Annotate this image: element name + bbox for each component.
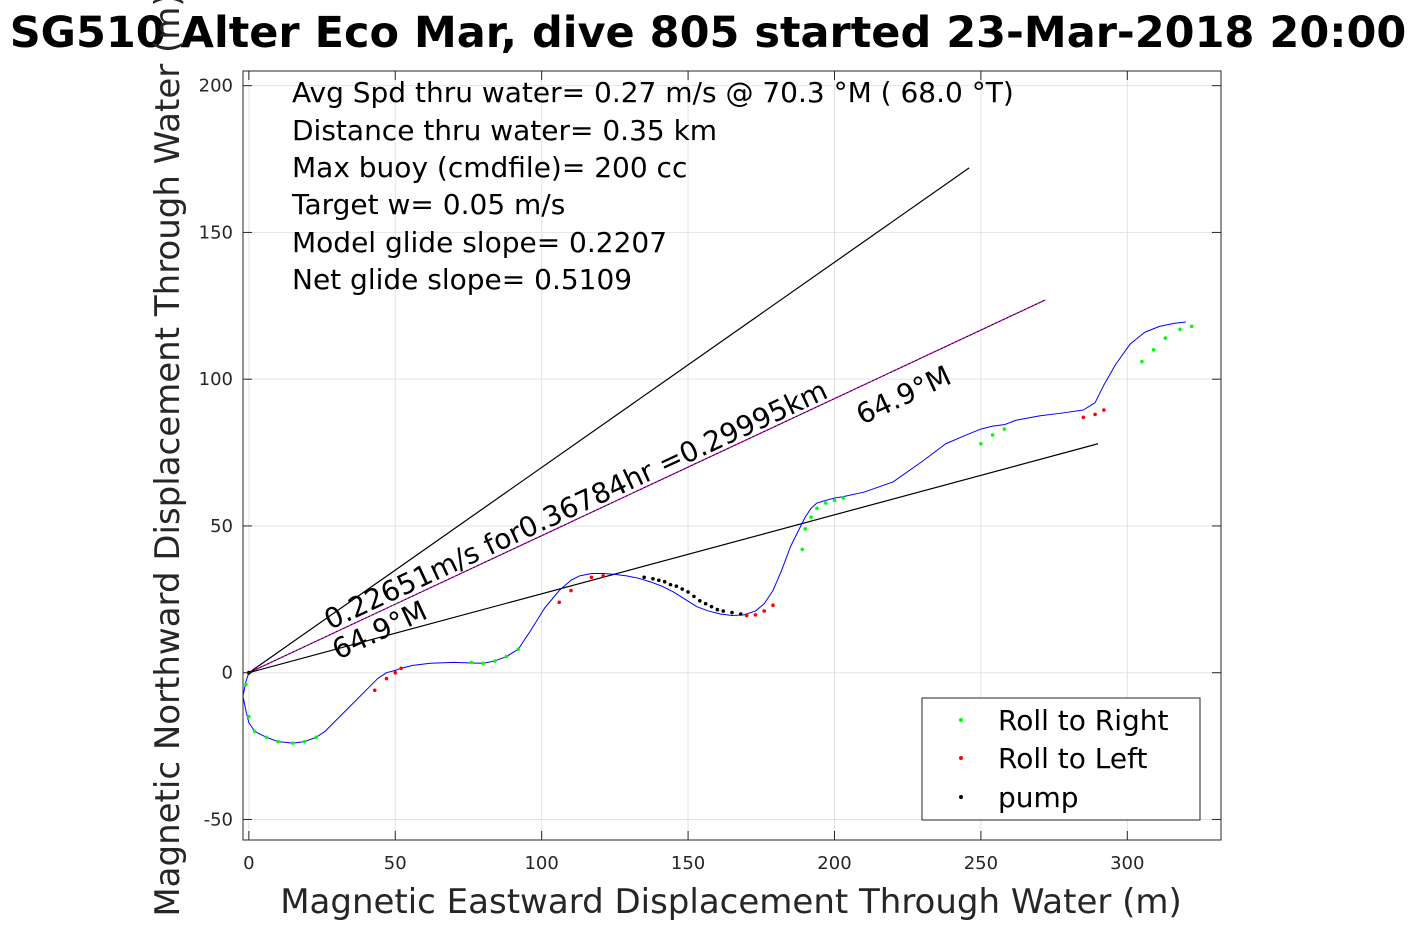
roll-left-point bbox=[569, 588, 573, 593]
roll-left-point bbox=[372, 688, 377, 693]
legend-label-roll-right: Roll to Right bbox=[998, 704, 1169, 737]
roll-left-point bbox=[1093, 412, 1097, 417]
pump-point bbox=[738, 612, 743, 616]
pump-point bbox=[692, 594, 696, 599]
roll-right-point bbox=[803, 527, 808, 531]
roll-right-point bbox=[314, 735, 319, 740]
pump-point bbox=[730, 610, 734, 615]
grid bbox=[243, 71, 1221, 840]
roll-right-point bbox=[1151, 348, 1156, 352]
roll-right-point bbox=[469, 660, 474, 665]
x-tick-label: 300 bbox=[1110, 853, 1144, 874]
roll-right-point bbox=[990, 433, 995, 437]
roll-right-point bbox=[276, 739, 280, 744]
roll-right-point bbox=[800, 547, 805, 552]
roll-left-point bbox=[601, 574, 605, 578]
annotation-target-w: Target w= 0.05 m/s bbox=[291, 188, 565, 221]
x-tick-label: 100 bbox=[524, 853, 558, 874]
legend-box bbox=[921, 697, 1201, 821]
data-layer bbox=[243, 167, 1194, 745]
y-tick-label: 200 bbox=[199, 76, 233, 97]
pump-point bbox=[680, 587, 685, 591]
annotation-model-glide: Model glide slope= 0.2207 bbox=[292, 226, 667, 259]
annotation-avg-speed: Avg Spd thru water= 0.27 m/s @ 70.3 °M (… bbox=[292, 76, 1014, 109]
pump-point bbox=[715, 607, 720, 612]
roll-left-point bbox=[753, 613, 758, 617]
x-tick-label: 150 bbox=[671, 853, 705, 874]
roll-right-point bbox=[832, 498, 837, 503]
roll-right-point bbox=[252, 729, 257, 734]
pump-point bbox=[721, 609, 726, 613]
pump-point bbox=[668, 582, 673, 587]
ticks: 0 50 100 150 200 250 300 -50 0 50 100 150 200 bbox=[199, 71, 1221, 874]
pump-point bbox=[642, 575, 646, 580]
y-tick-label: 150 bbox=[199, 222, 233, 243]
roll-right-point bbox=[815, 506, 819, 511]
x-tick-label: 0 bbox=[243, 853, 254, 874]
roll-right-point bbox=[809, 515, 813, 519]
roll-right-point bbox=[1140, 359, 1144, 364]
roll-right-point bbox=[493, 659, 497, 663]
roll-right-point bbox=[1189, 324, 1194, 329]
roll-left-point bbox=[762, 609, 767, 613]
dive-track bbox=[243, 321, 1186, 744]
pump-point bbox=[662, 579, 667, 584]
y-axis-label: Magnetic Northward Displacement Through … bbox=[148, 0, 188, 917]
roll-left-point bbox=[589, 575, 594, 580]
roll-left-point bbox=[557, 600, 562, 605]
pump-point bbox=[686, 590, 690, 594]
roll-right-point bbox=[302, 739, 307, 744]
legend-label-pump: pump bbox=[998, 781, 1079, 814]
chart-title: SG510 Alter Eco Mar, dive 805 started 23… bbox=[10, 8, 1407, 58]
roll-right-point bbox=[244, 682, 248, 687]
pump-point bbox=[651, 576, 655, 581]
x-tick-label: 50 bbox=[384, 853, 407, 874]
roll-left-point bbox=[771, 603, 775, 607]
roll-left-point bbox=[399, 666, 403, 671]
reference-line-heading-overlay bbox=[248, 299, 1046, 674]
roll-right-point bbox=[823, 501, 828, 505]
pump-point bbox=[674, 584, 679, 588]
roll-right-point bbox=[481, 661, 485, 666]
roll-right-point bbox=[290, 741, 295, 745]
y-tick-label: 100 bbox=[199, 369, 233, 390]
annotation-max-buoy: Max buoy (cmdfile)= 200 cc bbox=[292, 151, 687, 184]
roll-left-point bbox=[1081, 415, 1086, 420]
roll-left-point bbox=[393, 670, 398, 675]
legend-marker-roll-right bbox=[959, 718, 963, 722]
reference-line-upper bbox=[248, 167, 970, 674]
legend-label-roll-left: Roll to Left bbox=[998, 742, 1147, 775]
reference-line-lower bbox=[248, 443, 1099, 674]
roll-left-point bbox=[744, 613, 749, 618]
roll-right-point bbox=[1178, 327, 1182, 332]
x-tick-label: 250 bbox=[964, 853, 998, 874]
pump-point bbox=[697, 598, 702, 603]
roll-right-point bbox=[264, 735, 269, 740]
y-tick-label: 0 bbox=[222, 663, 233, 684]
roll-right-point bbox=[247, 714, 251, 719]
y-tick-label: -50 bbox=[204, 809, 233, 830]
legend-marker-pump bbox=[959, 795, 963, 799]
roll-right-point bbox=[1002, 427, 1007, 431]
roll-right-point bbox=[979, 441, 983, 446]
annotation-distance: Distance thru water= 0.35 km bbox=[292, 114, 717, 147]
roll-right-point bbox=[1163, 336, 1168, 340]
axes-frame bbox=[242, 70, 1222, 841]
annotation-net-glide: Net glide slope= 0.5109 bbox=[292, 263, 632, 296]
roll-left-point bbox=[384, 676, 389, 681]
roll-right-point bbox=[841, 496, 846, 500]
pump-point bbox=[656, 578, 661, 583]
roll-right-point bbox=[516, 647, 521, 652]
annotation-block: Avg Spd thru water= 0.27 m/s @ 70.3 °M (… bbox=[291, 76, 1014, 296]
legend: Roll to Right Roll to Left pump bbox=[921, 697, 1201, 821]
roll-left-point bbox=[1102, 408, 1106, 412]
pump-point bbox=[703, 601, 708, 606]
roll-right-point bbox=[504, 654, 509, 659]
x-axis-label: Magnetic Eastward Displacement Through W… bbox=[280, 882, 1182, 922]
y-tick-label: 50 bbox=[210, 516, 233, 537]
x-tick-label: 200 bbox=[817, 853, 851, 874]
pump-point bbox=[709, 604, 714, 609]
legend-marker-roll-left bbox=[959, 756, 963, 760]
